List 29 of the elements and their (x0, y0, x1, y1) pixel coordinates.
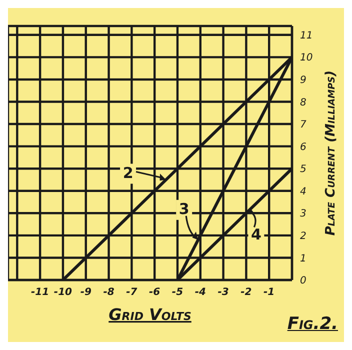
y-tick-label: 10 (300, 52, 313, 64)
y-tick-label: 7 (300, 120, 307, 131)
x-axis-title: Grid Volts (108, 305, 192, 324)
x-tick-label: -9 (80, 287, 92, 298)
y-tick-label: 6 (300, 142, 306, 153)
y-axis-title: Plate Current (Milliamps) (324, 70, 339, 236)
y-tick-label: 3 (300, 208, 306, 220)
x-tick-label: -2 (240, 287, 252, 298)
y-tick-label: 8 (300, 97, 306, 108)
y-tick-label: 0 (300, 276, 306, 287)
annotation: 2 (122, 164, 134, 182)
annotation: 3 (178, 200, 190, 218)
x-tick-label: -11 (31, 287, 50, 298)
x-tick-label: -1 (264, 287, 275, 298)
x-tick-label: -6 (149, 287, 160, 298)
x-tick-label: -5 (172, 287, 184, 298)
y-tick-label: 11 (300, 30, 313, 42)
y-tick-label: 5 (300, 164, 306, 176)
y-tick-label: 9 (300, 75, 306, 86)
annotation: 4 (250, 225, 262, 244)
y-tick-label: 2 (300, 230, 306, 242)
x-tick-label: -4 (194, 287, 206, 298)
x-tick-label: -10 (54, 287, 72, 298)
x-tick-label: -8 (103, 287, 114, 298)
x-tick-label: -7 (126, 287, 138, 298)
y-tick-label: 1 (300, 253, 306, 264)
caption: Fig.2. (287, 314, 338, 334)
x-tick-label: -3 (218, 287, 229, 298)
y-tick-label: 4 (300, 186, 306, 198)
